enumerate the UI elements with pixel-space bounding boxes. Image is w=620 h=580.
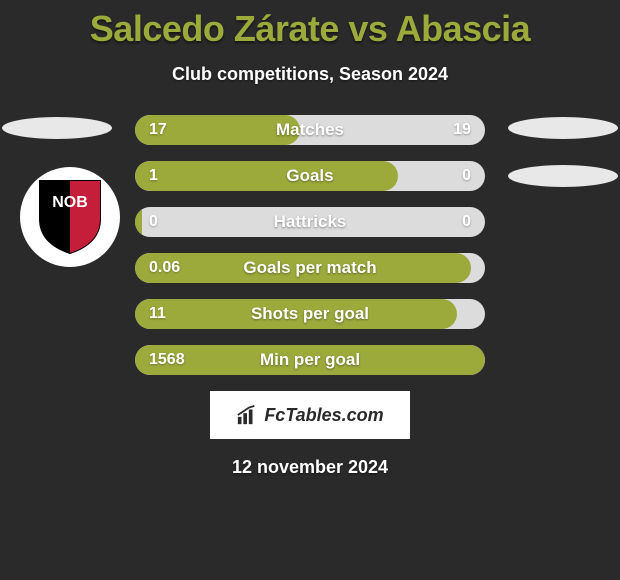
stat-left-value: 1 <box>149 167 158 185</box>
stat-label: Shots per goal <box>251 304 369 324</box>
stat-row: 11 Shots per goal <box>135 299 485 329</box>
club-logo: NOB <box>20 167 120 267</box>
stat-row: 0.06 Goals per match <box>135 253 485 283</box>
stat-label: Matches <box>276 120 344 140</box>
date-text: 12 november 2024 <box>0 457 620 478</box>
stat-row: 0 Hattricks 0 <box>135 207 485 237</box>
stat-row: 1568 Min per goal <box>135 345 485 375</box>
stat-right-value: 19 <box>453 121 471 139</box>
brand-text: FcTables.com <box>264 405 383 426</box>
stat-left-value: 0.06 <box>149 259 180 277</box>
stat-label: Min per goal <box>260 350 360 370</box>
stat-left-value: 11 <box>149 305 166 323</box>
stat-left-value: 17 <box>149 121 167 139</box>
stat-label: Goals per match <box>243 258 376 278</box>
subtitle: Club competitions, Season 2024 <box>0 64 620 85</box>
brand-box[interactable]: FcTables.com <box>210 391 410 439</box>
stat-left-value: 1568 <box>149 351 185 369</box>
page-title: Salcedo Zárate vs Abascia <box>0 0 620 50</box>
stat-label: Hattricks <box>274 212 347 232</box>
chart-icon <box>236 404 258 426</box>
stats-area: NOB 17 Matches 19 1 Goals 0 0 Hattricks 0 0.06 Goa… <box>0 115 620 375</box>
player-right-portrait <box>508 117 618 139</box>
stat-fill <box>135 207 142 237</box>
shield-icon: NOB <box>38 179 102 255</box>
stat-label: Goals <box>286 166 333 186</box>
stat-row: 17 Matches 19 <box>135 115 485 145</box>
shield-text: NOB <box>52 194 88 211</box>
player-right-portrait-2 <box>508 165 618 187</box>
stat-bars: 17 Matches 19 1 Goals 0 0 Hattricks 0 0.06 Goals p… <box>135 115 485 375</box>
player-left-portrait <box>2 117 112 139</box>
stat-right-value: 0 <box>462 213 471 231</box>
stat-fill <box>135 161 398 191</box>
stat-left-value: 0 <box>149 213 158 231</box>
stat-right-value: 0 <box>462 167 471 185</box>
stat-row: 1 Goals 0 <box>135 161 485 191</box>
